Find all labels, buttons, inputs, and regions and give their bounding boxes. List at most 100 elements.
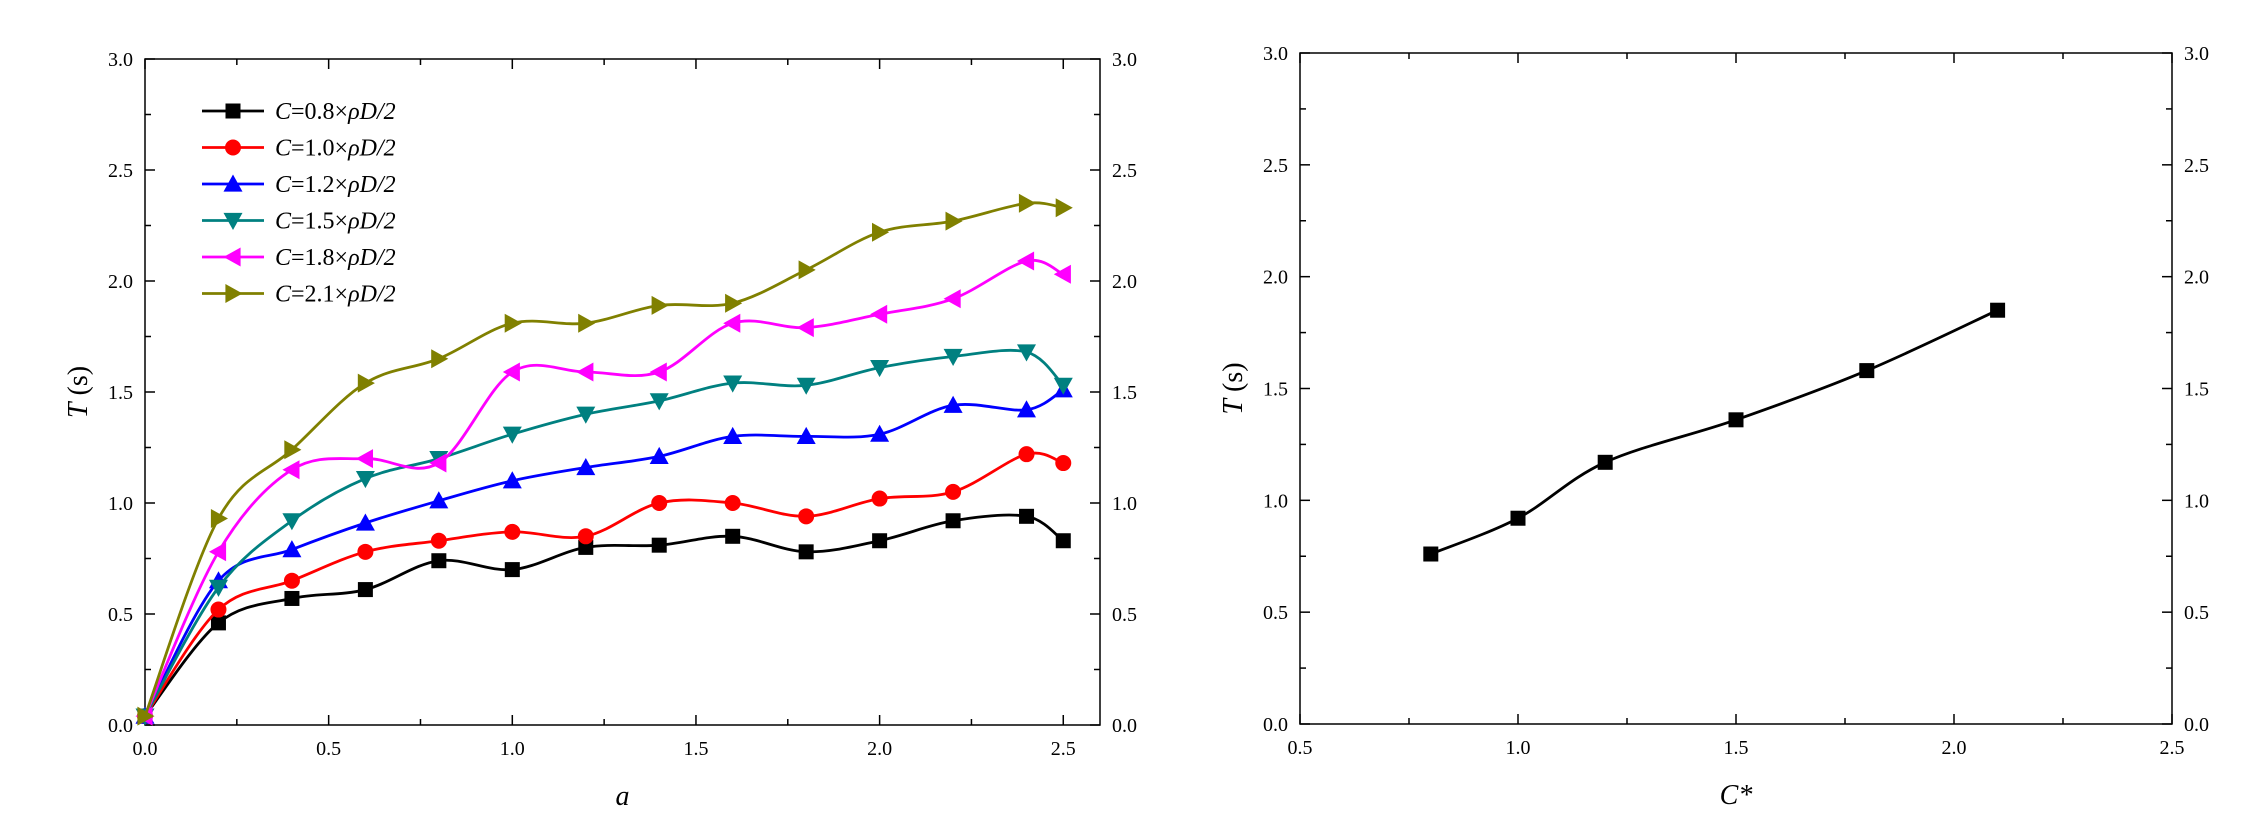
data-point <box>651 537 667 553</box>
right-y-tick-label: 2.0 <box>2184 267 2209 289</box>
data-point <box>1017 400 1036 418</box>
data-point <box>431 349 449 369</box>
data-point <box>502 426 522 444</box>
data-point <box>504 562 520 578</box>
data-point <box>355 471 375 489</box>
data-point <box>1859 363 1875 379</box>
y-tick-label: 2.5 <box>1263 155 1288 177</box>
data-point <box>355 449 373 469</box>
data-point <box>1017 344 1036 362</box>
data-point <box>355 513 375 531</box>
data-point <box>1019 508 1035 524</box>
data-point <box>504 313 522 333</box>
data-point <box>725 293 743 313</box>
right-y-tick-label: 2.5 <box>1112 160 1137 182</box>
data-point <box>576 406 596 424</box>
legend-label: C=1.0×ρD/2 <box>275 136 396 162</box>
data-point <box>1018 193 1036 213</box>
data-point <box>723 426 743 444</box>
data-point <box>872 222 890 242</box>
right-y-tick-label: 2.0 <box>1112 271 1137 293</box>
data-point <box>578 313 596 333</box>
data-point <box>796 318 814 338</box>
data-point <box>871 490 888 507</box>
y-tick-label: 0.0 <box>1263 714 1288 736</box>
right-y-tick-label: 0.5 <box>2184 602 2209 624</box>
data-point <box>357 543 374 560</box>
data-point <box>651 295 669 315</box>
right-y-tick-label: 0.0 <box>2184 714 2209 736</box>
data-point <box>430 532 447 549</box>
y-tick-label: 0.5 <box>1263 602 1288 624</box>
legend-label: C=1.8×ρD/2 <box>275 245 396 271</box>
right-y-tick-label: 3.0 <box>2184 43 2209 65</box>
data-point <box>870 424 890 442</box>
x-tick-label: 1.5 <box>683 738 708 760</box>
y-tick-label: 3.0 <box>108 49 133 71</box>
data-point <box>798 260 816 280</box>
data-point <box>576 458 596 476</box>
y-tick-label: 3.0 <box>1263 43 1288 65</box>
y-axis-title: T (s) <box>63 366 94 418</box>
data-point <box>578 539 594 555</box>
y-tick-label: 0.5 <box>108 604 133 626</box>
x-tick-label: 1.0 <box>1506 737 1531 759</box>
data-point <box>502 362 520 382</box>
legend-marker <box>225 103 241 119</box>
x-tick-label: 0.0 <box>133 738 158 760</box>
y-axis-title: T (s) <box>1218 362 1249 414</box>
data-point <box>284 590 300 606</box>
data-point <box>649 393 669 411</box>
data-point <box>724 495 741 511</box>
data-point <box>723 375 743 393</box>
data-point <box>282 460 300 480</box>
data-point <box>1018 446 1035 463</box>
data-point <box>1728 412 1744 428</box>
x-tick-label: 2.0 <box>867 738 892 760</box>
data-point <box>209 579 228 597</box>
data-point <box>210 615 226 631</box>
data-point <box>357 373 375 393</box>
data-point <box>283 572 300 589</box>
x-axis-title: a <box>616 781 630 812</box>
data-point <box>872 533 888 549</box>
data-point <box>284 440 302 460</box>
data-point <box>502 471 522 489</box>
legend-label: C=1.2×ρD/2 <box>275 172 396 198</box>
y-tick-label: 1.5 <box>108 382 133 404</box>
data-point <box>945 483 962 500</box>
legend-marker <box>223 212 243 230</box>
data-point <box>1597 454 1613 470</box>
right-y-tick-label: 2.5 <box>2184 155 2209 177</box>
data-point <box>1053 264 1071 284</box>
x-tick-label: 1.5 <box>1724 737 1749 759</box>
x-tick-label: 2.5 <box>2160 737 2185 759</box>
chart-right: 0.5 1.0 1.5 2.0 2.50.0 0.00.5 0.51.0 1.01.5 1.52… <box>1218 43 2209 811</box>
data-point <box>798 544 814 560</box>
right-y-tick-label: 3.0 <box>1112 49 1137 71</box>
legend-marker <box>223 174 243 192</box>
y-tick-label: 0.0 <box>108 715 133 737</box>
data-point <box>1990 302 2006 318</box>
data-point <box>943 289 961 309</box>
y-tick-label: 2.0 <box>1263 267 1288 289</box>
data-point <box>431 553 447 569</box>
right-y-tick-label: 1.5 <box>1112 382 1137 404</box>
data-point <box>943 395 963 413</box>
data-point <box>945 211 963 231</box>
data-point <box>429 491 449 509</box>
right-y-tick-label: 0.0 <box>1112 715 1137 737</box>
data-point <box>1055 198 1073 218</box>
data-point <box>796 426 816 444</box>
x-axis-title: C* <box>1720 780 1753 811</box>
data-point <box>945 513 961 529</box>
x-tick-label: 1.0 <box>500 738 525 760</box>
data-point <box>282 540 302 558</box>
data-point <box>210 601 227 618</box>
data-point <box>429 453 447 473</box>
right-y-tick-label: 1.5 <box>2184 379 2209 401</box>
chart-left: 0.0 0.5 1.0 1.5 2.0 2.50.0 0.00.5 0.51.0 1.01.5 1… <box>63 49 1137 812</box>
data-point <box>796 377 816 395</box>
data-point <box>870 360 890 378</box>
data-point <box>1017 251 1035 271</box>
